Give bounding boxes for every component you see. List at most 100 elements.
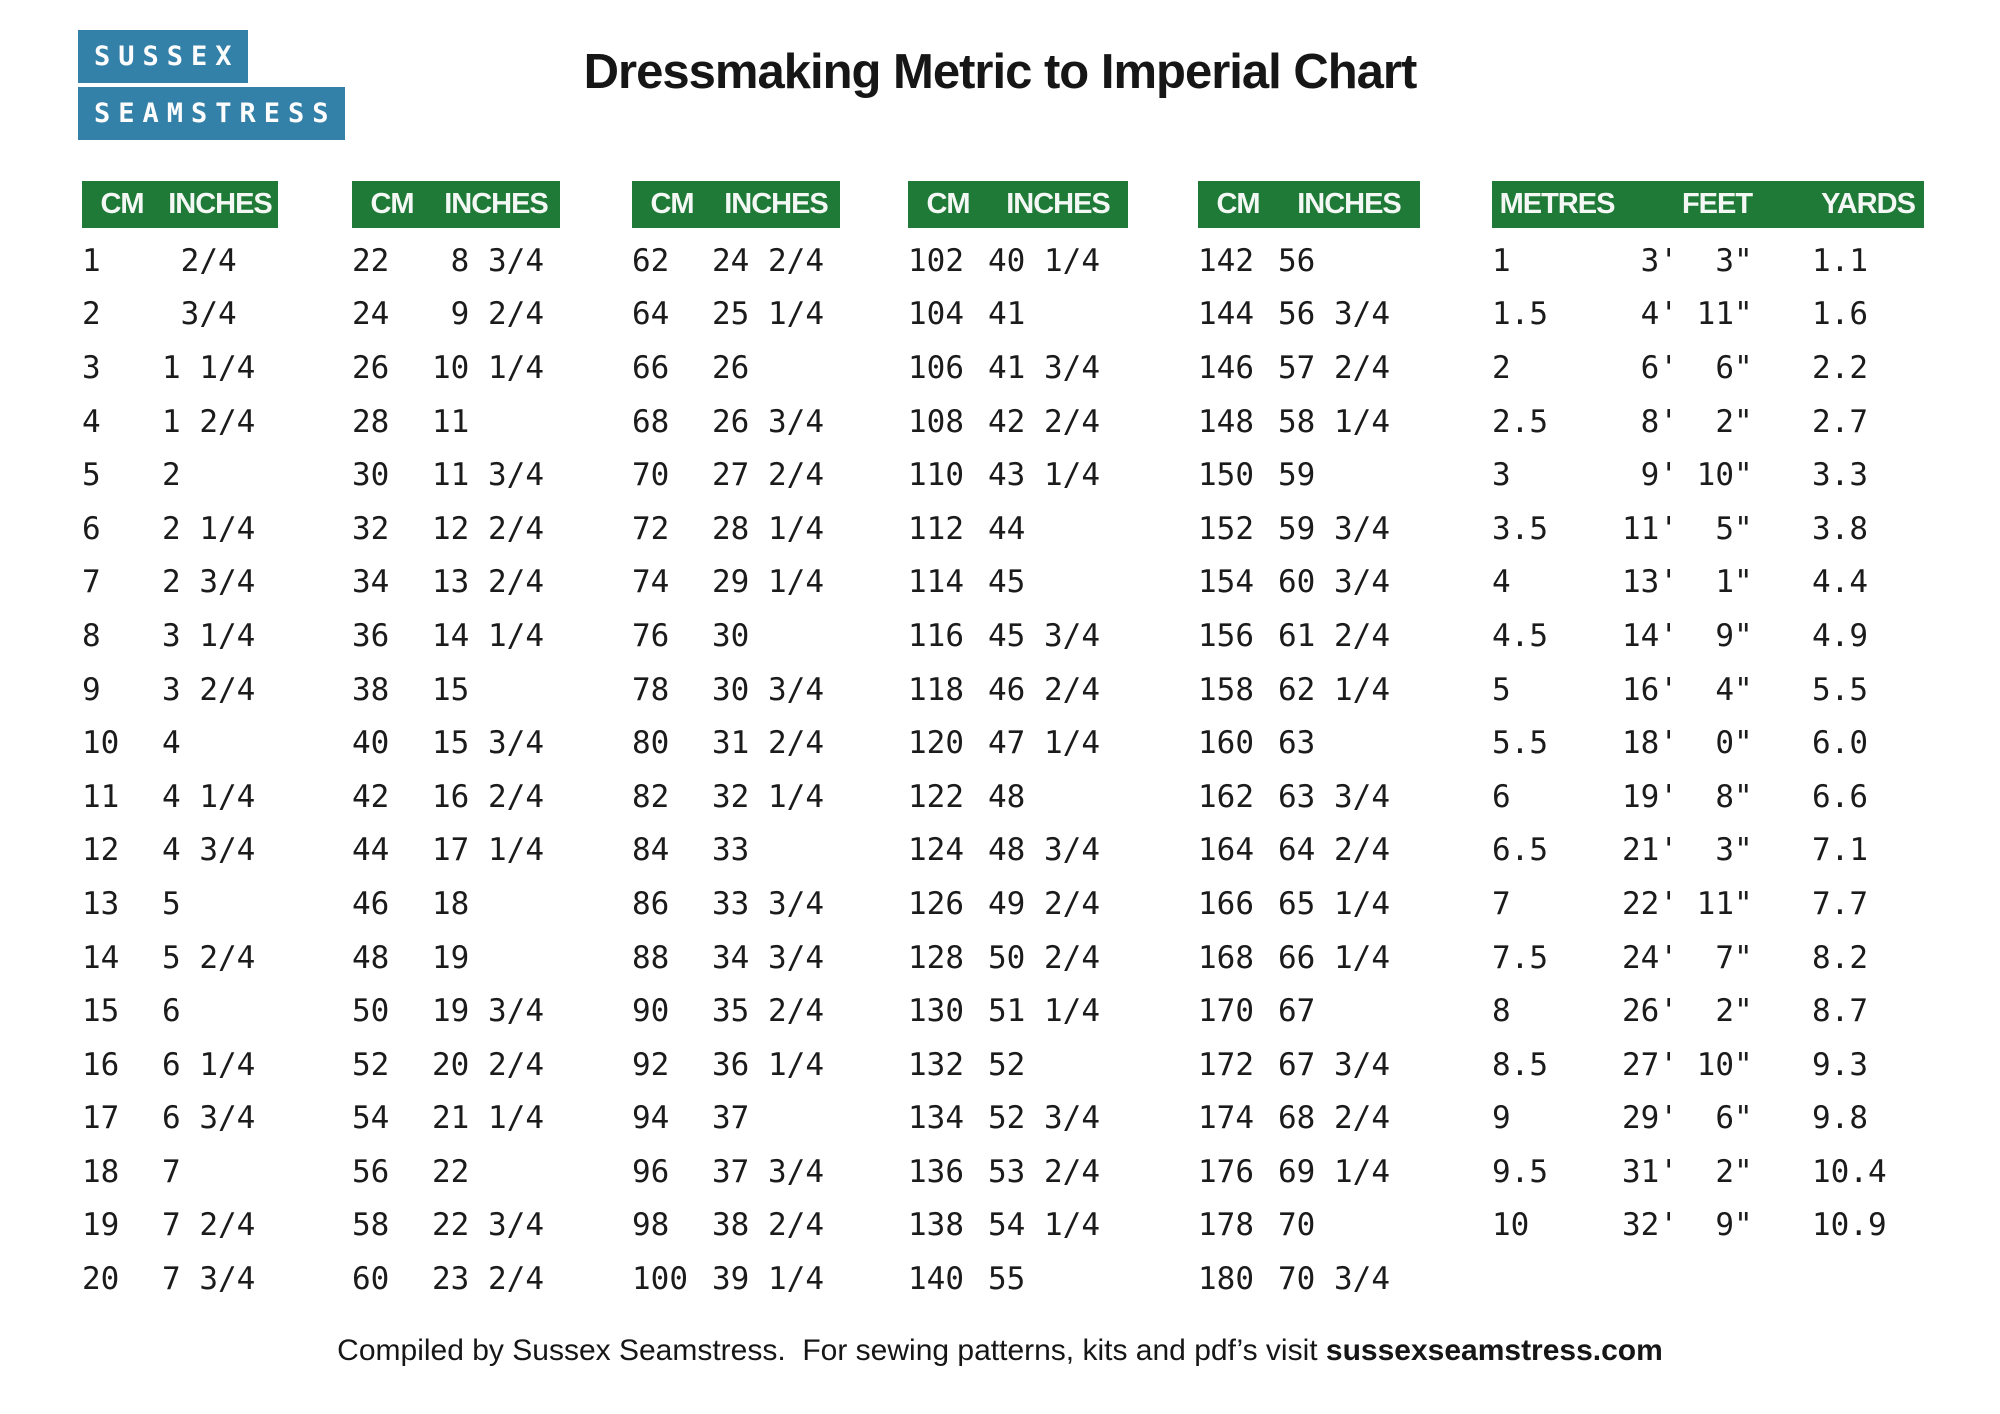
cm-value: 84 <box>632 832 670 869</box>
cm-value: 170 <box>1198 993 1254 1030</box>
cm-value: 96 <box>632 1153 670 1190</box>
inches-value: 56 3/4 <box>1278 296 1390 333</box>
inches-value: 18 <box>432 885 470 922</box>
table-body: 102 40 1/4 104 41 106 41 3/4 108 42 2/4 110 43 1/… <box>908 234 1128 1306</box>
inches-value: 19 <box>432 939 470 976</box>
inches-value: 70 3/4 <box>1278 1261 1390 1298</box>
table-row: 146 57 2/4 <box>1198 341 1420 395</box>
inches-value: 5 2/4 <box>162 939 256 976</box>
table-row: 94 37 <box>632 1092 840 1146</box>
inches-value: 7 2/4 <box>162 1207 256 1244</box>
table-row: 106 41 3/4 <box>908 341 1128 395</box>
inches-value: 17 1/4 <box>432 832 544 869</box>
yards-value: 8.7 <box>1812 993 1868 1030</box>
inches-value: 10 1/4 <box>432 349 544 386</box>
table-row: 54 21 1/4 <box>352 1092 560 1146</box>
yards-value: 5.5 <box>1812 671 1868 708</box>
yards-value: 4.4 <box>1812 564 1868 601</box>
inches-value: 12 2/4 <box>432 510 544 547</box>
inches-value: 59 <box>1278 457 1316 494</box>
table-row: 116 45 3/4 <box>908 609 1128 663</box>
inches-value: 53 2/4 <box>988 1153 1100 1190</box>
inches-value: 61 2/4 <box>1278 617 1390 654</box>
cm-value: 36 <box>352 617 390 654</box>
table-row: 22 8 3/4 <box>352 234 560 288</box>
table-row: 5.5 18' 0" 6.0 <box>1492 716 1924 770</box>
metres-value: 7.5 <box>1492 939 1548 976</box>
inches-value: 48 3/4 <box>988 832 1100 869</box>
table-row: 17 6 3/4 <box>82 1092 278 1146</box>
inches-value: 33 <box>712 832 750 869</box>
table-row: 8 3 1/4 <box>82 609 278 663</box>
cm-value: 110 <box>908 457 964 494</box>
table-row: 14 5 2/4 <box>82 931 278 985</box>
col-header-inches: INCHES <box>724 188 829 220</box>
table-row: 52 20 2/4 <box>352 1038 560 1092</box>
feet-value: 18' 0" <box>1622 725 1753 762</box>
inches-value: 69 1/4 <box>1278 1153 1390 1190</box>
yards-value: 6.0 <box>1812 725 1868 762</box>
yards-value: 6.6 <box>1812 778 1868 815</box>
yards-value: 2.7 <box>1812 403 1868 440</box>
table-row: 152 59 3/4 <box>1198 502 1420 556</box>
table-row: 70 27 2/4 <box>632 448 840 502</box>
table-row: 98 38 2/4 <box>632 1199 840 1253</box>
cm-value: 18 <box>82 1153 120 1190</box>
inches-value: 58 1/4 <box>1278 403 1390 440</box>
col-header-cm: CM <box>370 188 414 220</box>
inches-value: 26 3/4 <box>712 403 824 440</box>
table-row: 16 6 1/4 <box>82 1038 278 1092</box>
inches-value: 9 2/4 <box>432 296 544 333</box>
page-title: Dressmaking Metric to Imperial Chart <box>583 45 1418 99</box>
table-body: 142 56 144 56 3/4 146 57 2/4 148 58 1/4 150 59 152… <box>1198 234 1420 1306</box>
inches-value: 40 1/4 <box>988 242 1100 279</box>
cm-value: 58 <box>352 1207 390 1244</box>
table-row: 108 42 2/4 <box>908 395 1128 449</box>
cm-inches-table-2: CM INCHES 22 8 3/4 24 9 2/4 26 10 1/4 28 11 30… <box>352 181 560 1306</box>
table-header: CM INCHES <box>352 181 560 228</box>
inches-value: 52 <box>988 1046 1026 1083</box>
table-row: 84 33 <box>632 824 840 878</box>
inches-value: 59 3/4 <box>1278 510 1390 547</box>
inches-value: 2 <box>162 457 181 494</box>
cm-value: 132 <box>908 1046 964 1083</box>
table-row: 180 70 3/4 <box>1198 1252 1420 1306</box>
logo-line-sussex: SUSSEX <box>78 30 248 83</box>
inches-value: 21 1/4 <box>432 1100 544 1137</box>
table-row: 62 24 2/4 <box>632 234 840 288</box>
feet-value: 16' 4" <box>1622 671 1753 708</box>
metres-value: 9 <box>1492 1100 1511 1137</box>
table-row: 13 5 <box>82 877 278 931</box>
table-row: 68 26 3/4 <box>632 395 840 449</box>
table-row: 82 32 1/4 <box>632 770 840 824</box>
col-header-inches: INCHES <box>1297 188 1402 220</box>
inches-value: 54 1/4 <box>988 1207 1100 1244</box>
cm-value: 11 <box>82 778 120 815</box>
cm-value: 2 <box>82 296 101 333</box>
cm-value: 100 <box>632 1261 688 1298</box>
inches-value: 31 2/4 <box>712 725 824 762</box>
inches-value: 64 2/4 <box>1278 832 1390 869</box>
cm-value: 146 <box>1198 349 1254 386</box>
table-body: 1 3' 3" 1.1 1.5 4' 11" 1.6 2 6' 6" 2.2 2.5 8' … <box>1492 234 1924 1252</box>
table-body: 62 24 2/4 64 25 1/4 66 26 68 26 3/4 70 27 2/4 72 28… <box>632 234 840 1306</box>
table-row: 42 16 2/4 <box>352 770 560 824</box>
table-row: 92 36 1/4 <box>632 1038 840 1092</box>
table-row: 2 6' 6" 2.2 <box>1492 341 1924 395</box>
col-header-feet: FEET <box>1681 188 1753 220</box>
table-row: 7 22' 11" 7.7 <box>1492 877 1924 931</box>
feet-value: 9' 10" <box>1622 457 1753 494</box>
sussex-seamstress-logo: SUSSEX SEAMSTRESS <box>78 30 345 144</box>
inches-value: 30 3/4 <box>712 671 824 708</box>
table-row: 2 3/4 <box>82 288 278 342</box>
cm-value: 156 <box>1198 617 1254 654</box>
table-row: 11 4 1/4 <box>82 770 278 824</box>
cm-value: 114 <box>908 564 964 601</box>
inches-value: 11 3/4 <box>432 457 544 494</box>
cm-value: 106 <box>908 349 964 386</box>
inches-value: 47 1/4 <box>988 725 1100 762</box>
table-row: 32 12 2/4 <box>352 502 560 556</box>
metres-value: 9.5 <box>1492 1153 1548 1190</box>
feet-value: 26' 2" <box>1622 993 1753 1030</box>
